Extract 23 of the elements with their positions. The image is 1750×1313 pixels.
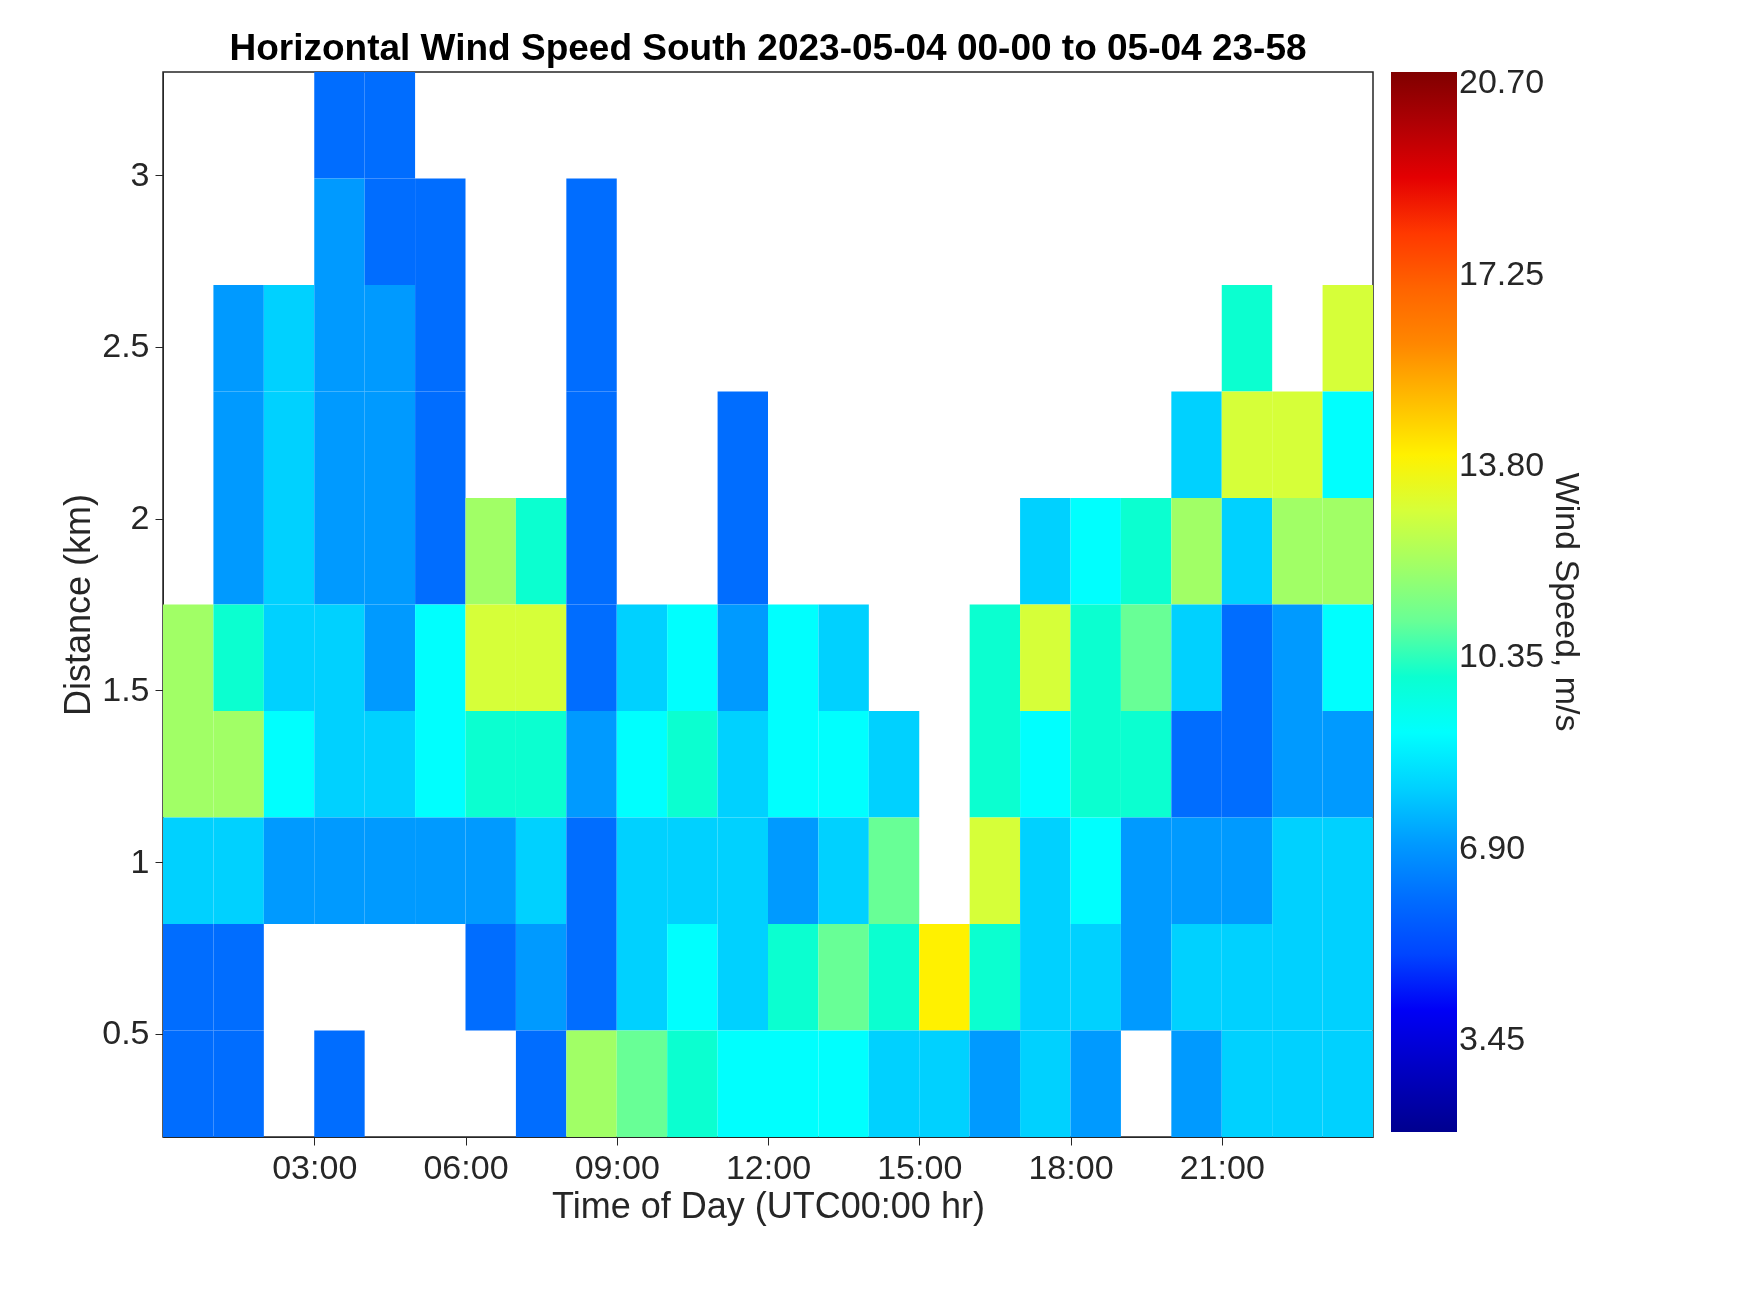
x-axis-title: Time of Day (UTC00:00 hr) [552, 1184, 985, 1226]
x-tick-label: 12:00 [725, 1147, 812, 1186]
x-tick-label: 21:00 [1179, 1147, 1265, 1186]
color-bar-label: 3.45 [1459, 1019, 1526, 1058]
y-tick-label: 0.5 [102, 1013, 150, 1052]
chart-title: Horizontal Wind Speed South 2023-05-04 00-00 to 05-04 23-58 [229, 27, 1307, 68]
y-tick-label: 2.5 [102, 326, 150, 365]
x-tick-label: 03:00 [272, 1147, 358, 1186]
y-tick-label: 1.5 [102, 669, 150, 708]
color-bar-label: 17.25 [1459, 253, 1545, 292]
x-tick-label: 15:00 [877, 1147, 963, 1186]
y-tick-label: 1 [130, 841, 150, 880]
color-bar-label: 10.35 [1459, 636, 1545, 675]
x-tick-label: 06:00 [423, 1147, 509, 1186]
y-axis-title: Distance (km) [57, 493, 99, 717]
x-tick-label: 09:00 [574, 1147, 660, 1186]
color-bar-label: 20.70 [1459, 62, 1545, 101]
y-tick-label: 2 [130, 498, 150, 537]
color-bar-label: 13.80 [1459, 445, 1545, 484]
color-bar-label: 6.90 [1459, 827, 1526, 866]
x-tick-label: 18:00 [1028, 1147, 1114, 1186]
color-bar-title: Wind Speed, m/s [1549, 472, 1587, 732]
y-tick-label: 3 [130, 154, 150, 193]
